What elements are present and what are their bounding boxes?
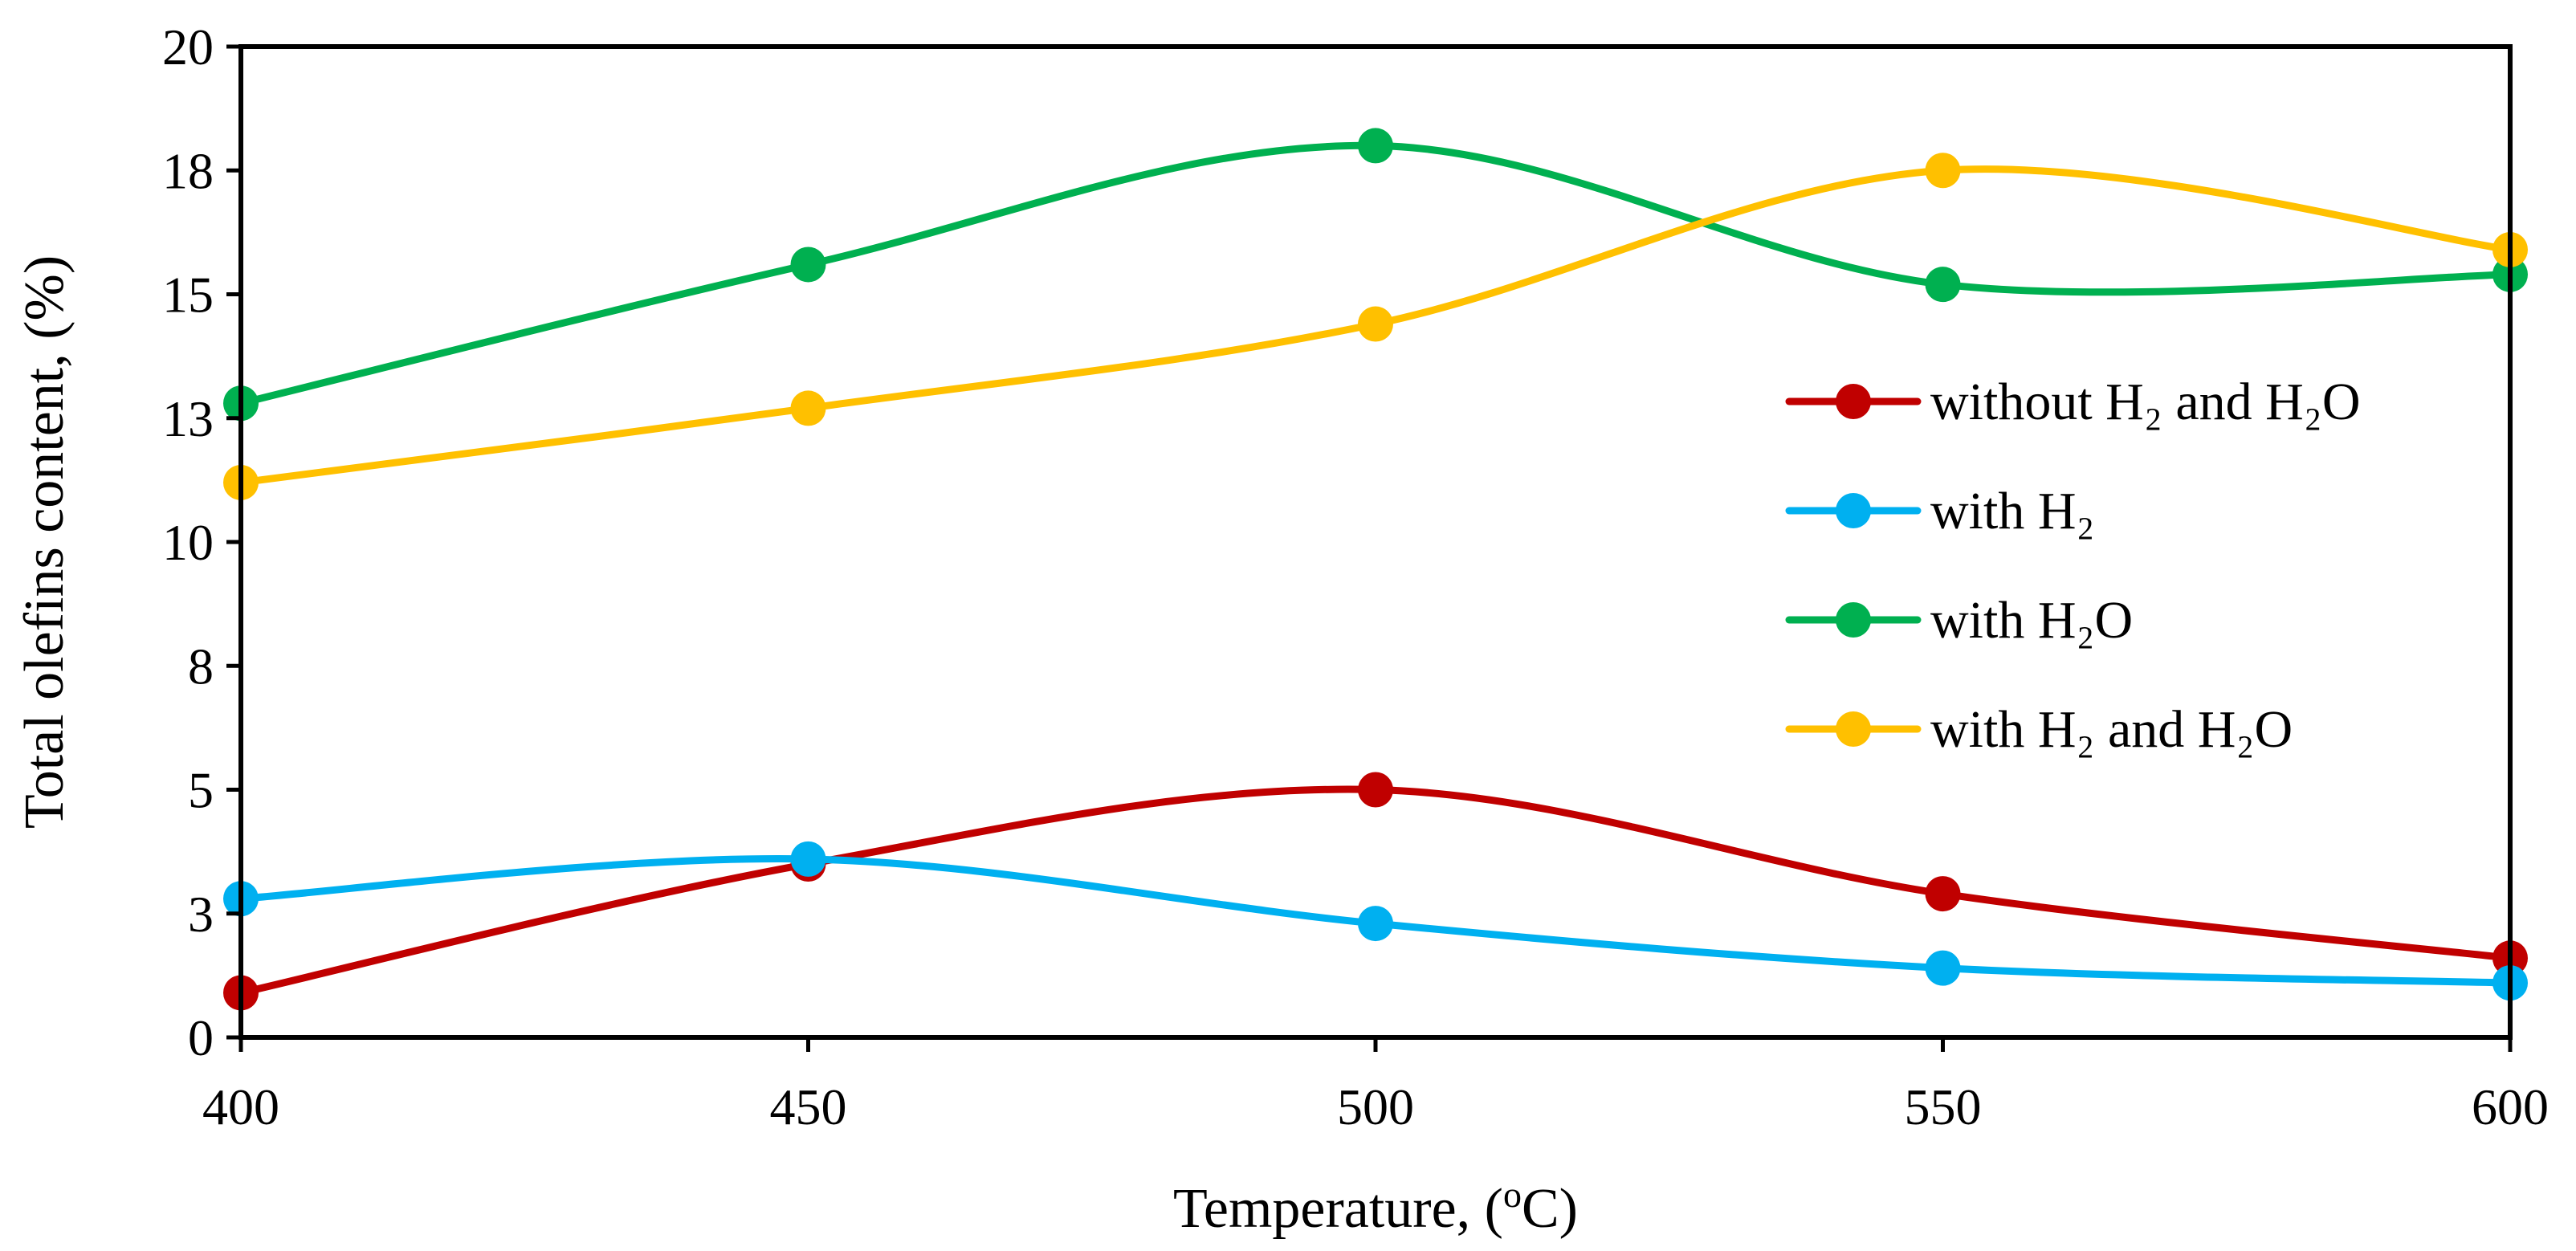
series-with-h2-and-h2o	[223, 153, 2528, 500]
data-point	[790, 247, 826, 283]
x-tick-label: 400	[202, 1078, 279, 1135]
legend-marker	[1836, 602, 1871, 638]
series-with-h2	[223, 841, 2528, 1001]
data-point	[1358, 128, 1393, 164]
x-tick-label: 550	[1905, 1078, 1982, 1135]
legend: without H₂ and H₂O with H₂ with H₂O with H₂…	[1785, 373, 2360, 759]
data-point	[1358, 306, 1393, 342]
axis-layer: 0 3 5 8 10 13 15 18 20 400 450 500 550 600	[162, 18, 2549, 1135]
legend-item: without H₂ and H₂O	[1785, 373, 2360, 431]
x-tick-label: 500	[1337, 1078, 1414, 1135]
y-tick-label: 8	[188, 638, 214, 695]
x-axis-title: Temperature, (oC)	[1173, 1174, 1578, 1241]
data-point	[1925, 950, 1961, 986]
y-tick-label: 20	[162, 18, 214, 75]
y-tick-label: 18	[162, 142, 214, 199]
x-axis-title-suffix: C)	[1522, 1178, 1578, 1240]
x-axis-title-superscript: o	[1503, 1174, 1522, 1215]
data-point	[790, 390, 826, 426]
legend-item: with H₂ and H₂O	[1785, 700, 2293, 759]
series-with-h2o	[223, 128, 2528, 422]
y-axis-title: Total olefins content, (%)	[14, 255, 75, 829]
legend-marker	[1836, 493, 1871, 528]
y-tick-label: 13	[162, 390, 214, 447]
y-tick-label: 5	[188, 762, 214, 819]
data-point	[790, 841, 826, 877]
legend-label: with H₂ and H₂O	[1930, 700, 2293, 759]
legend-item: with H₂O	[1785, 591, 2133, 650]
data-point	[1925, 153, 1961, 189]
legend-item: with H₂	[1785, 482, 2095, 540]
data-point	[1358, 906, 1393, 942]
legend-label: with H₂	[1930, 482, 2095, 540]
legend-marker	[1836, 384, 1871, 419]
data-point	[1925, 267, 1961, 303]
data-point	[1925, 876, 1961, 912]
legend-label: without H₂ and H₂O	[1930, 373, 2360, 431]
legend-marker	[1836, 711, 1871, 747]
y-tick-label: 0	[188, 1009, 214, 1066]
data-point	[1358, 772, 1393, 808]
x-tick-label: 600	[2472, 1078, 2549, 1135]
x-tick-label: 450	[770, 1078, 847, 1135]
y-tick-label: 10	[162, 514, 214, 571]
legend-label: with H₂O	[1930, 591, 2133, 650]
y-tick-label: 3	[188, 886, 214, 943]
series-line	[237, 785, 2514, 996]
plot-area-frame	[238, 44, 2513, 1040]
series-layer	[223, 128, 2528, 1011]
x-axis-title-prefix: Temperature, (	[1173, 1178, 1503, 1240]
y-tick-label: 15	[162, 267, 214, 324]
